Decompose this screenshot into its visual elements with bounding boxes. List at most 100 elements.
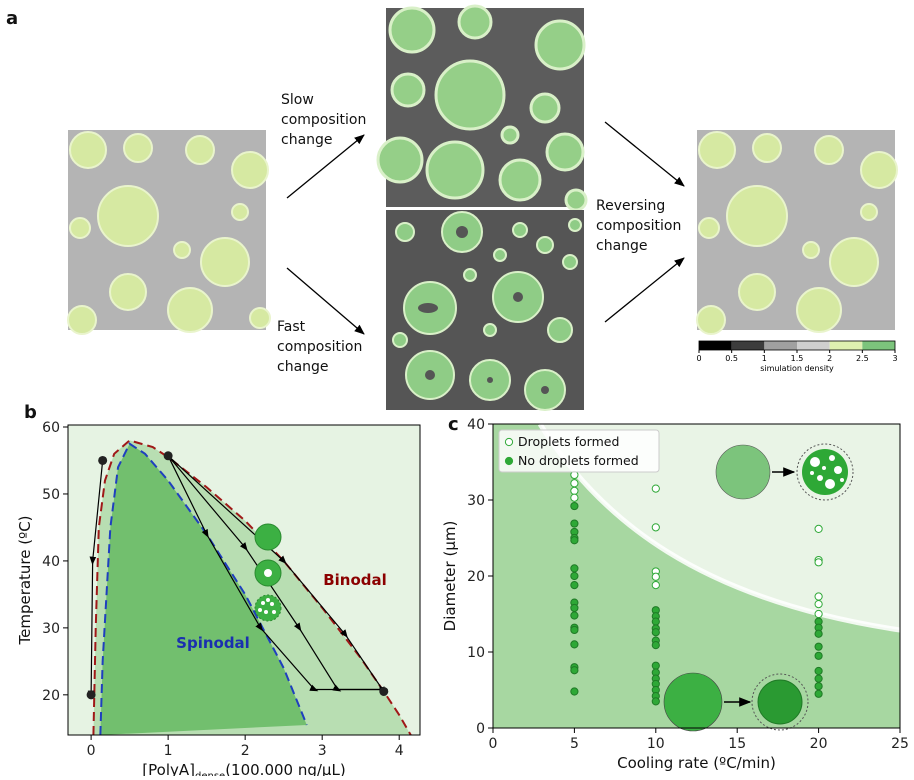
point [815,610,822,617]
y-tick-label: 60 [42,420,60,436]
icon [810,471,814,475]
y-tick-label: 20 [467,569,485,585]
colorbar-tick-label: 1 [762,354,767,363]
image-reversed [697,130,897,334]
icon [758,680,802,724]
x-axis-label-part: Cooling rate (ºC/min) [617,754,776,772]
y-tick-label: 40 [467,417,485,433]
colorbar-tick-label: 3 [892,354,897,363]
state-point [87,690,96,699]
x-tick-label: 20 [810,736,828,752]
point [652,573,659,580]
point [571,626,578,633]
x-axis-label-part: (100.000 ng/μL) [225,761,345,776]
point [652,524,659,531]
y-tick-label: 10 [467,645,485,661]
chart: BinodalSpinodal012342030405060[PolyA]den… [16,402,420,776]
point [815,559,822,566]
colorbar-tick-label: 0 [696,354,701,363]
colorbar-segment [699,341,732,350]
point [571,520,578,527]
y-tick-label: 40 [42,554,60,570]
colorbar-tick-label: 2.5 [856,354,869,363]
icon [266,598,270,602]
panel-label: a [6,8,18,29]
point [652,662,659,669]
x-tick-label: 1 [164,743,173,759]
point [815,643,822,650]
point [571,502,578,509]
point [815,667,822,674]
colorbar-tick-label: 1.5 [791,354,804,363]
point [652,618,659,625]
caption-line: Fast [277,319,306,335]
icon [272,610,276,614]
point [571,487,578,494]
state-point [379,687,388,696]
legend-label: No droplets formed [518,453,639,468]
point [571,582,578,589]
state-point [164,451,173,460]
legend-label: Droplets formed [518,434,619,449]
point [815,601,822,608]
point [652,582,659,589]
caption-line: change [277,359,329,375]
figure: a SlowcompositionchangeFastcompositionch… [0,0,914,776]
x-axis-label-part: [PolyA] [142,761,195,776]
colorbar-label: simulation density [760,364,834,373]
y-tick-label: 30 [42,621,60,637]
icon [270,602,274,606]
x-tick-label: 25 [891,736,909,752]
icon [258,608,262,612]
point [815,652,822,659]
charts: BinodalSpinodal012342030405060[PolyA]den… [16,402,909,776]
point [571,480,578,487]
point [571,612,578,619]
chart: Droplets formed No droplets formed 0 5 10 15 2… [441,414,909,772]
colorbar: 0 0.5 1 1.5 2 2.5 3 simulation density [696,341,897,373]
caption-line: Slow [281,92,314,108]
colorbar-segment [830,341,863,350]
point [571,604,578,611]
point [815,630,822,637]
image-initial [68,130,270,334]
point [652,642,659,649]
x-tick-label: 4 [395,743,404,759]
icon [255,524,281,550]
y-tick-label: 20 [42,688,60,704]
point [815,675,822,682]
legend-marker [505,438,512,445]
colorbar-tick-label: 0.5 [725,354,738,363]
y-tick-label: 0 [476,721,485,737]
point [571,688,578,695]
icon [840,478,844,482]
legend-marker [505,457,512,464]
icon [261,601,265,605]
icon [829,455,835,461]
caption-line: composition [277,339,362,355]
icon [264,569,272,577]
point [571,537,578,544]
x-axis-label: Cooling rate (ºC/min) [617,754,776,772]
x-tick-label: 15 [728,736,746,752]
y-axis-label: Temperature (ºC) [16,515,34,645]
point [815,593,822,600]
point [571,667,578,674]
point [652,698,659,705]
colorbar-tick-label: 2 [827,354,832,363]
icon [810,457,820,467]
x-tick-label: 10 [647,736,665,752]
caption-line: change [596,238,648,254]
point [571,565,578,572]
colorbar-segment [732,341,765,350]
x-tick-label: 5 [570,736,579,752]
y-tick-label: 30 [467,493,485,509]
icon [716,445,770,499]
colorbar-segment [862,341,895,350]
x-axis-label: [PolyA]dense(100.000 ng/μL) [142,761,345,776]
point [571,494,578,501]
point [652,485,659,492]
icon [817,475,823,481]
point [652,629,659,636]
annotation: Spinodal [176,634,250,652]
